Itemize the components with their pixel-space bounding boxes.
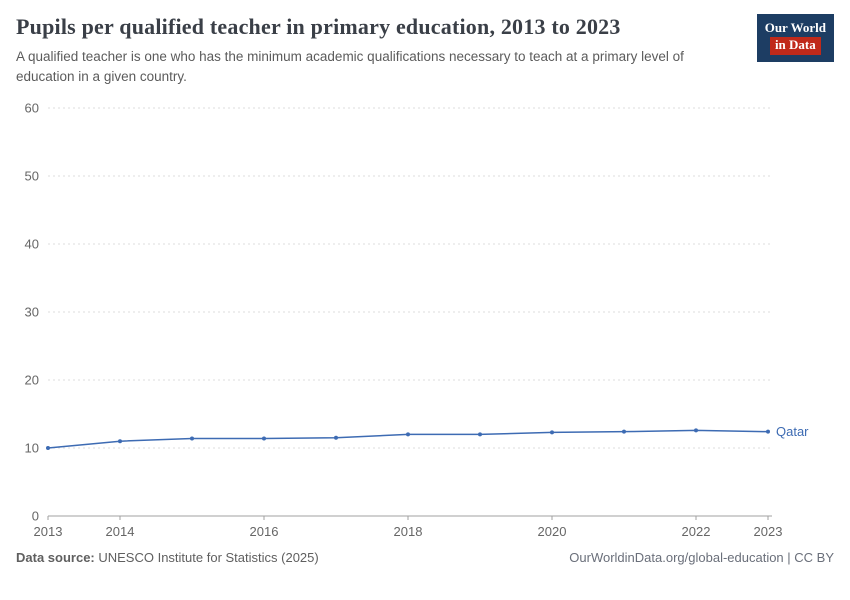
x-tick-label: 2022 xyxy=(682,524,711,539)
data-point xyxy=(262,436,266,441)
x-tick-label: 2016 xyxy=(250,524,279,539)
data-point xyxy=(694,428,698,433)
data-point xyxy=(118,439,122,444)
line-chart: 0 10 20 30 40 50 60 2013 2014 2016 2018 2020 2022 202… xyxy=(25,101,810,540)
chart-footer: Data source: UNESCO Institute for Statis… xyxy=(0,550,850,579)
chart-header: Pupils per qualified teacher in primary … xyxy=(0,0,850,86)
title-block: Pupils per qualified teacher in primary … xyxy=(16,14,706,86)
data-point xyxy=(766,429,770,434)
data-source: Data source: UNESCO Institute for Statis… xyxy=(16,550,319,565)
data-point xyxy=(622,429,626,434)
owid-logo-line2: in Data xyxy=(769,37,821,55)
footer-link[interactable]: OurWorldinData.org/global-education | CC… xyxy=(569,550,834,566)
data-point xyxy=(478,432,482,437)
x-tick-label: 2020 xyxy=(538,524,567,539)
data-point xyxy=(190,436,194,441)
y-tick-label: 60 xyxy=(25,101,39,116)
x-tick-label: 2018 xyxy=(394,524,423,539)
data-point xyxy=(334,435,338,440)
y-tick-label: 50 xyxy=(25,169,39,184)
series-label: Qatar xyxy=(776,424,809,439)
data-point xyxy=(550,430,554,435)
page-subtitle: A qualified teacher is one who has the m… xyxy=(16,49,684,84)
owid-logo-line1: Our World xyxy=(764,20,826,35)
y-tick-label: 10 xyxy=(25,441,39,456)
y-tick-label: 0 xyxy=(32,509,39,524)
y-tick-label: 20 xyxy=(25,373,39,388)
y-tick-label: 40 xyxy=(25,237,39,252)
owid-logo: Our World in Data xyxy=(756,14,834,62)
x-tick-label: 2013 xyxy=(34,524,63,539)
page-title: Pupils per qualified teacher in primary … xyxy=(16,14,621,39)
data-point xyxy=(46,446,50,451)
y-tick-label: 30 xyxy=(25,305,39,320)
x-tick-label: 2014 xyxy=(106,524,135,539)
data-point xyxy=(406,432,410,437)
data-source-text: UNESCO Institute for Statistics (2025) xyxy=(94,550,319,566)
data-source-label: Data source: xyxy=(16,550,95,566)
x-tick-label: 2023 xyxy=(754,524,783,539)
